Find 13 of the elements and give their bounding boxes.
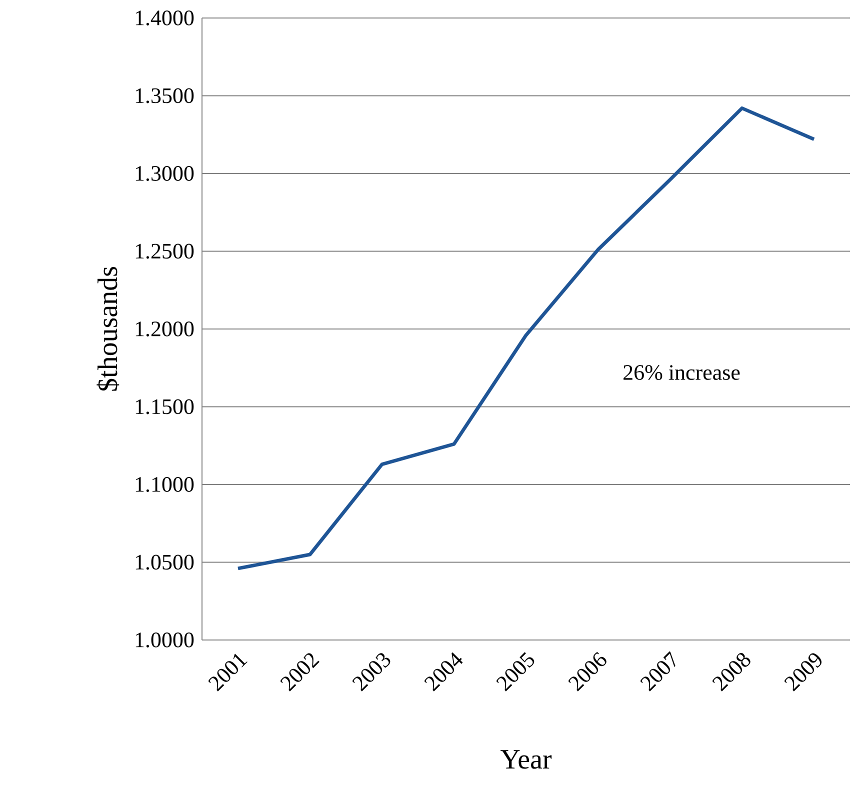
line-series <box>236 106 816 570</box>
y-tick-label: 1.2000 <box>136 322 194 336</box>
y-tick-label: 1.0500 <box>136 554 194 570</box>
y-tick-label: 1.4000 <box>136 10 194 26</box>
y-axis-title: $thousands <box>96 267 120 391</box>
y-tick-label: 1.2500 <box>136 244 194 259</box>
y-tick-label: 1.1000 <box>136 477 194 492</box>
y-tick-label: 1.3500 <box>136 88 194 104</box>
y-tick-label: 1.3000 <box>136 166 194 181</box>
y-tick-label: 1.1500 <box>136 399 194 414</box>
annotation: 26% increase <box>624 365 740 380</box>
x-axis-title: Year <box>500 750 552 769</box>
y-tick-label: 1.0000 <box>136 632 194 648</box>
